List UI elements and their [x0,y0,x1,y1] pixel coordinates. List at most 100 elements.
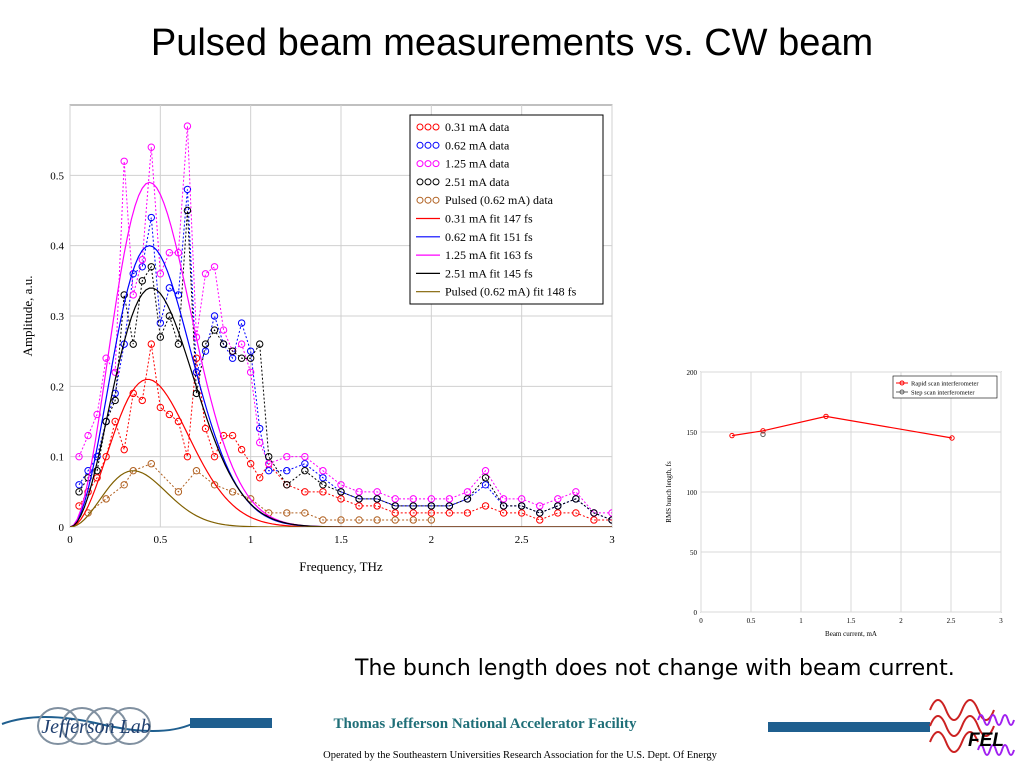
x-tick-label: 1.5 [847,617,856,625]
data-line [78,126,612,514]
data-point [210,481,219,489]
data-point [102,354,110,362]
data-point [499,495,508,503]
data-line [78,344,612,521]
data-point [256,438,264,447]
data-point [536,502,544,510]
data-point [409,495,417,503]
data-point [729,432,735,439]
legend-label: 2.51 mA fit 145 fs [445,266,533,280]
svg-text:Jefferson Lab: Jefferson Lab [41,716,150,738]
data-point [102,495,110,503]
data-point [147,460,156,468]
data-point [228,354,237,362]
data-point [427,502,436,510]
x-tick-label: 0 [67,534,73,546]
legend-swatch [416,178,424,186]
y-tick-label: 50 [690,549,698,557]
legend-label: 0.31 mA data [445,120,510,134]
y-axis-label: RMS bunch length, fs [665,461,673,523]
data-point [319,481,327,489]
y-axis-label: Amplitude, a.u. [20,276,35,357]
data-point [391,495,399,503]
x-tick-label: 0 [699,617,703,625]
legend-swatch [432,196,440,204]
y-tick-label: 0.5 [50,170,64,182]
data-point [174,488,183,496]
x-axis-label: Frequency, THz [299,559,383,574]
data-point [590,516,598,524]
data-point [93,410,101,419]
data-point [337,495,345,503]
legend-swatch [432,178,440,186]
data-point [301,509,309,517]
data-point [138,396,146,405]
legend-label: Pulsed (0.62 mA) data [445,193,554,207]
data-point [138,263,146,271]
data-point [373,502,381,510]
footer-bar-right [768,722,930,732]
data-point [219,326,228,334]
data-point [463,495,472,503]
data-point [256,424,264,433]
y-tick-label: 200 [687,369,698,377]
data-point [337,516,345,524]
y-tick-label: 150 [687,429,698,437]
data-point [246,460,255,468]
data-point [373,488,381,496]
data-point [84,467,92,475]
data-point [75,488,83,496]
data-point [427,516,436,524]
legend-label: Rapid scan interferometer [911,381,979,388]
data-point [228,488,237,496]
x-tick-label: 1 [799,617,803,625]
data-point [445,509,454,517]
data-point [256,340,264,348]
y-tick-label: 0 [59,522,65,534]
data-point [201,424,210,433]
legend-swatch [432,141,440,149]
data-point [499,502,508,510]
data-point [481,467,490,475]
data-point [463,488,472,496]
data-point [301,460,309,468]
x-axis-label: Beam current, mA [825,630,877,638]
x-tick-label: 3 [609,534,615,546]
data-point [283,452,291,461]
x-tick-label: 1.5 [334,534,348,546]
data-point [391,516,399,524]
data-point [246,354,255,362]
data-point [156,319,165,327]
data-point [75,481,83,489]
data-point [237,340,246,348]
x-tick-label: 0.5 [747,617,756,625]
data-point [201,340,210,348]
legend-label: 0.62 mA data [445,138,510,152]
data-point [319,474,327,482]
data-point [147,340,156,348]
legend-swatch [416,196,424,204]
data-point [373,495,381,503]
data-point [84,431,92,440]
data-point [183,185,192,194]
legend-swatch [416,141,424,149]
operated-by-text: Operated by the Southeastern Universitie… [323,750,717,761]
data-point [156,333,165,341]
data-point [427,495,436,503]
data-point [517,509,526,517]
legend-swatch [424,141,432,149]
data-point [337,481,345,489]
data-point [409,502,417,510]
data-point [319,516,327,524]
legend-swatch [424,178,432,186]
data-point [760,428,766,434]
data-point [246,368,255,376]
data-point [355,502,363,510]
data-point [445,495,454,503]
data-point [337,488,345,496]
data-point [319,488,327,496]
y-tick-label: 0.4 [50,241,64,253]
data-point [192,389,201,398]
x-tick-label: 2 [899,617,903,625]
legend-swatch [899,389,905,395]
